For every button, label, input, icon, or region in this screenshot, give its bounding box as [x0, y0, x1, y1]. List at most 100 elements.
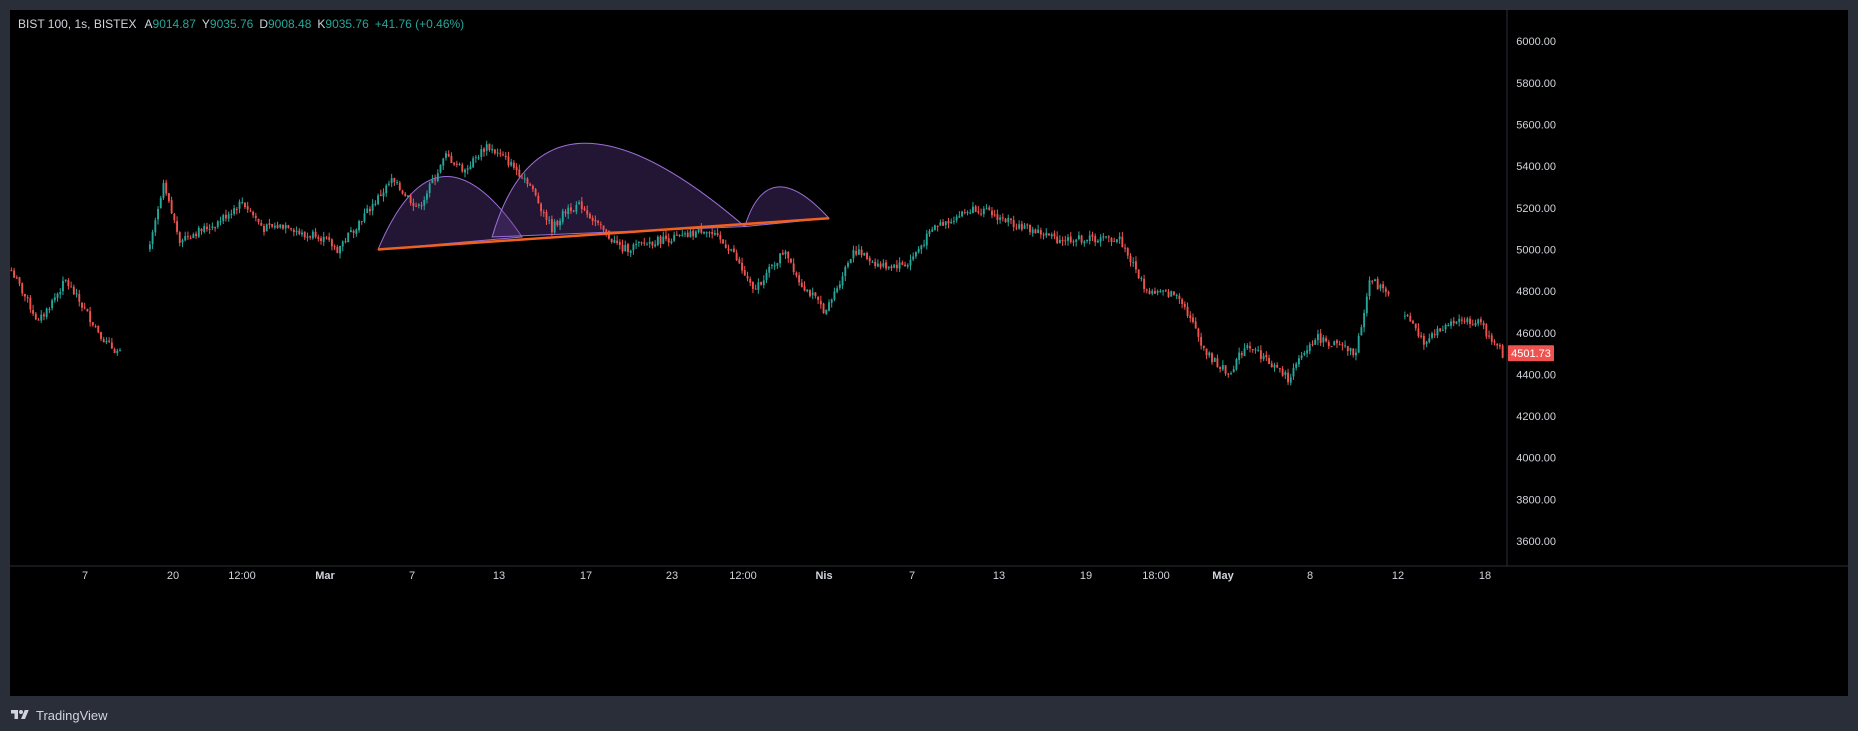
candle	[390, 178, 393, 184]
tradingview-logo-icon[interactable]	[10, 708, 30, 722]
candle	[1474, 322, 1477, 326]
candle	[1048, 233, 1050, 236]
candle	[550, 219, 553, 233]
candle	[852, 250, 855, 259]
candle	[328, 237, 331, 240]
time-tick-label: 13	[993, 570, 1005, 582]
candle	[1265, 354, 1268, 358]
candle	[1110, 238, 1113, 242]
candle	[1469, 318, 1471, 325]
candle	[575, 204, 578, 212]
candle	[659, 236, 662, 244]
candle	[708, 232, 711, 234]
candle	[966, 212, 969, 214]
candle	[887, 266, 890, 269]
candle	[225, 214, 227, 219]
candle	[352, 230, 355, 233]
candle	[387, 183, 390, 185]
candle	[961, 211, 964, 217]
candle	[898, 262, 901, 269]
candle	[108, 340, 111, 342]
candle	[982, 208, 985, 215]
candle	[208, 228, 211, 230]
candle	[727, 248, 730, 251]
candle	[195, 233, 198, 236]
candle	[591, 217, 594, 221]
candle	[374, 203, 377, 205]
candle	[279, 224, 282, 228]
candle	[972, 206, 974, 213]
candle	[594, 219, 597, 222]
candle	[349, 230, 352, 233]
candle	[301, 232, 303, 235]
candle	[784, 251, 787, 255]
candle	[1001, 217, 1004, 219]
candle	[1173, 291, 1175, 295]
last-price-label: 4501.73	[1511, 348, 1551, 360]
candle	[1026, 224, 1029, 226]
candle	[1235, 359, 1238, 370]
symbol-title[interactable]: BIST 100, 1s, BISTEX	[18, 17, 137, 31]
candle	[1259, 350, 1262, 360]
candle	[632, 244, 635, 251]
candle	[697, 228, 700, 232]
candle	[43, 314, 45, 317]
candle	[686, 232, 689, 237]
candle	[1145, 289, 1148, 291]
candle	[1477, 319, 1480, 324]
candle	[1417, 328, 1420, 337]
candle	[317, 236, 320, 239]
candle	[1126, 248, 1129, 256]
candle	[1382, 284, 1385, 289]
candle	[211, 226, 214, 229]
candle	[735, 252, 738, 261]
brand-name[interactable]: TradingView	[36, 707, 108, 723]
candle	[730, 249, 733, 251]
chart-frame[interactable]: 6000.00 5800.00 5600.00 5400.00 5200.00 5000.…	[10, 10, 1848, 696]
candle	[330, 239, 333, 247]
candle	[1129, 255, 1132, 263]
candle	[1118, 236, 1121, 240]
candle	[1219, 366, 1222, 369]
candle	[151, 232, 154, 245]
candle	[939, 222, 942, 226]
candle	[795, 272, 798, 276]
candle	[890, 266, 893, 269]
candle	[1124, 247, 1127, 249]
candle	[1493, 341, 1496, 343]
candlestick-chart[interactable]: 6000.00 5800.00 5600.00 5400.00 5200.00 5000.…	[10, 10, 1848, 696]
candle	[34, 313, 37, 320]
candle	[246, 206, 249, 210]
candle	[417, 204, 420, 206]
candle	[952, 220, 955, 222]
price-tick-label: 5800.00	[1516, 78, 1556, 90]
candle	[347, 232, 350, 243]
candle	[483, 148, 485, 152]
candle	[1257, 349, 1260, 351]
candle	[732, 248, 735, 253]
candle	[453, 162, 456, 165]
candle	[1439, 328, 1442, 332]
candle	[1086, 240, 1088, 242]
candle	[925, 233, 928, 246]
candle	[648, 241, 651, 244]
candle	[1341, 344, 1344, 346]
candle	[412, 202, 415, 206]
candle	[1479, 319, 1482, 323]
candle	[358, 221, 361, 231]
candle	[154, 220, 157, 233]
candle	[871, 261, 874, 263]
candle	[1216, 358, 1219, 368]
candle	[586, 210, 589, 215]
candle	[605, 229, 608, 232]
candle	[694, 231, 697, 238]
candle	[371, 204, 374, 211]
candle	[1221, 365, 1224, 370]
candle	[173, 213, 176, 221]
candle	[1105, 236, 1108, 238]
candle	[314, 231, 317, 237]
candle	[646, 244, 648, 246]
candle	[252, 211, 255, 216]
candle	[610, 238, 613, 242]
candle	[556, 220, 559, 226]
